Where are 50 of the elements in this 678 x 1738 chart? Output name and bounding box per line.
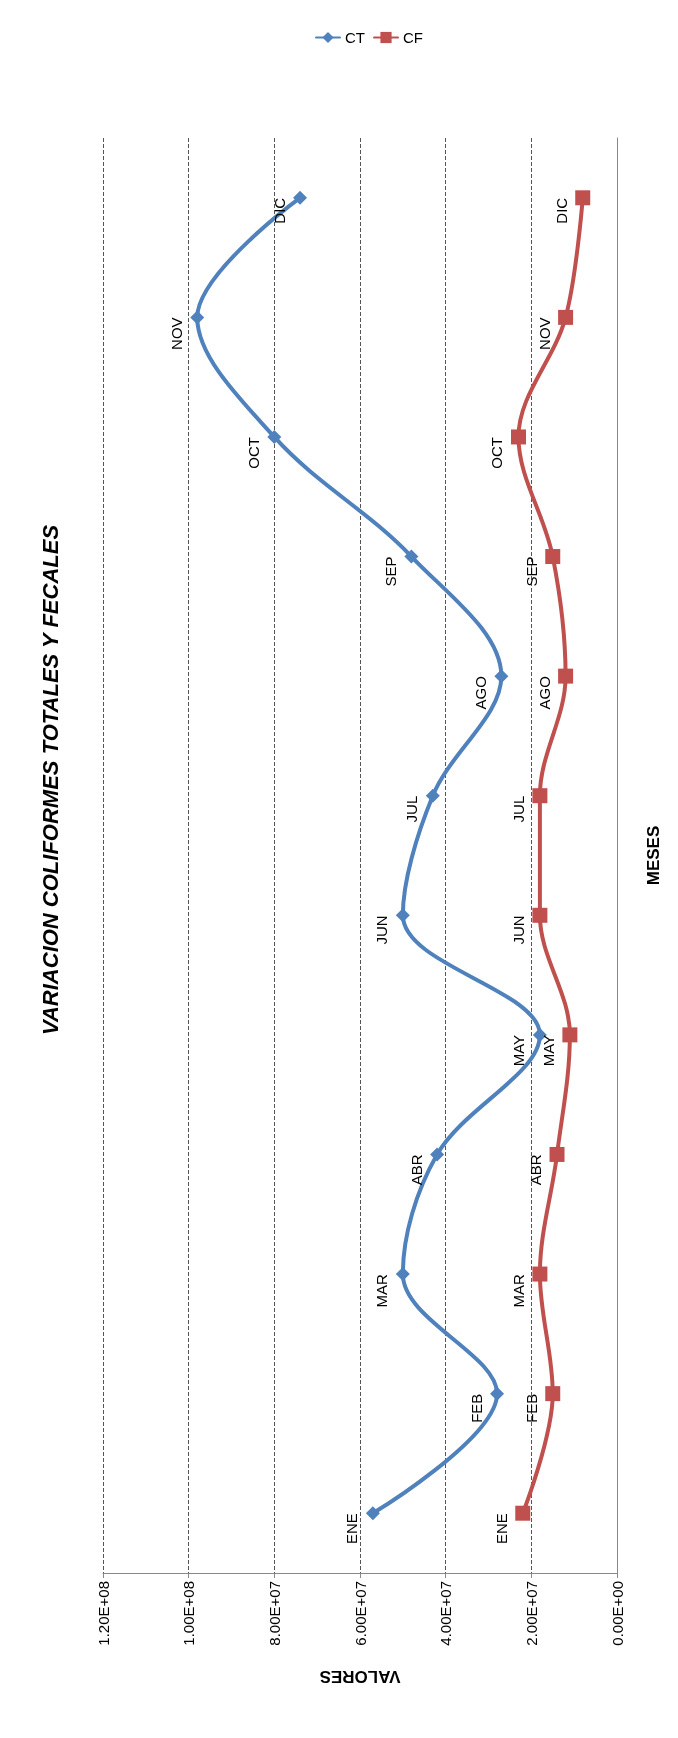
point — [267, 429, 282, 444]
point — [494, 669, 509, 684]
category-label: ENE — [492, 1513, 510, 1545]
category-label: OCT — [488, 436, 506, 469]
y-tick-label: JUN — [373, 915, 391, 945]
point — [558, 668, 574, 684]
category-label: JUL — [509, 795, 527, 823]
point — [562, 1027, 578, 1043]
point — [515, 1505, 531, 1521]
x-tick-label: 0.00E+00 — [608, 1581, 626, 1646]
legend-label: CF — [403, 29, 423, 46]
x-tick-label: 1.00E+08 — [180, 1581, 198, 1646]
y-tick-label: AGO — [535, 676, 553, 710]
point — [549, 1146, 565, 1162]
y-tick-label: SEP — [381, 556, 399, 587]
x-tick-label: 8.00E+07 — [265, 1581, 283, 1646]
x-tick-label: 2.00E+07 — [522, 1581, 540, 1646]
point — [365, 1506, 380, 1521]
point — [532, 788, 548, 804]
point — [425, 788, 440, 803]
category-label: MAY — [510, 1034, 528, 1067]
x-tick-label: 1.20E+08 — [94, 1581, 112, 1646]
y-tick-label: MAY — [539, 1034, 557, 1067]
point — [293, 190, 308, 205]
y-tick-label: MAR — [373, 1273, 391, 1308]
legend-label: CT — [345, 29, 366, 46]
point — [510, 429, 526, 445]
x-axis-title: VALORES — [319, 1667, 401, 1686]
point — [545, 1386, 561, 1402]
category-label: MAR — [509, 1274, 527, 1308]
category-label: JUN — [509, 915, 527, 945]
y-tick-label: NOV — [535, 317, 553, 350]
category-label: NOV — [167, 317, 185, 350]
point — [395, 1267, 410, 1282]
point — [558, 309, 574, 325]
point — [532, 1266, 548, 1282]
point — [404, 549, 419, 564]
x-tick-label: 4.00E+07 — [437, 1581, 455, 1646]
point — [490, 1386, 505, 1401]
point — [532, 907, 548, 923]
point — [430, 1147, 445, 1162]
text: VARIACION COLIFORMES TOTALES Y FECALES — [37, 524, 63, 1036]
point — [395, 908, 410, 923]
category-label: AGO — [471, 676, 489, 710]
category-label: DIC — [552, 197, 570, 224]
y-axis-title: MESES — [644, 825, 663, 886]
x-tick-label: 6.00E+07 — [351, 1581, 369, 1646]
point — [545, 549, 561, 565]
point — [190, 310, 205, 325]
point — [575, 190, 591, 206]
